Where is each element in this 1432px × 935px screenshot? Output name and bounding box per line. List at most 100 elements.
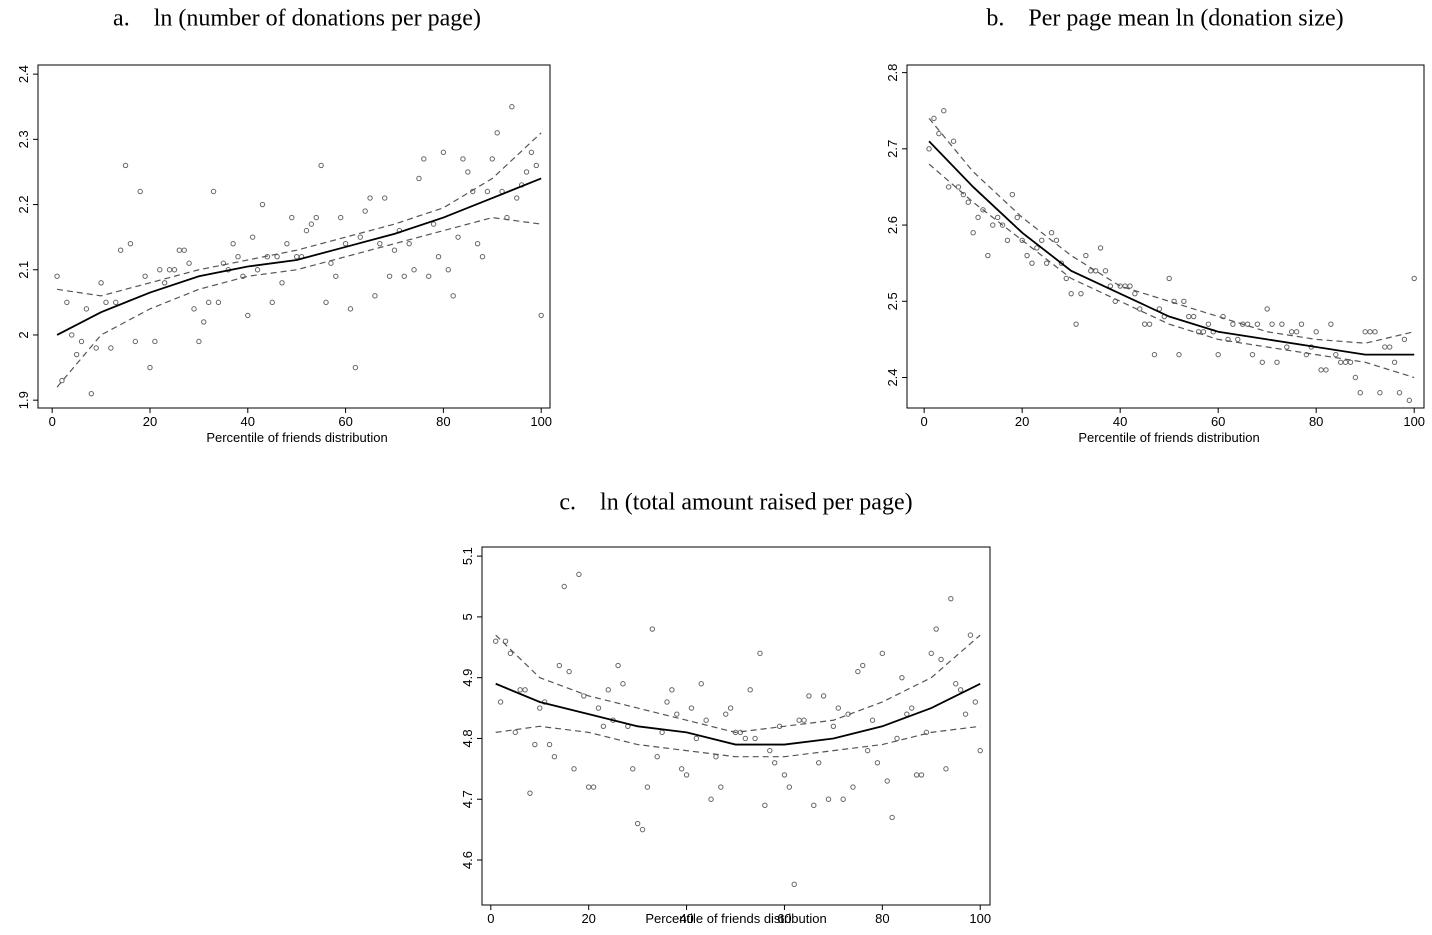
data-point xyxy=(382,195,388,201)
y-tick-label: 5.1 xyxy=(460,547,475,565)
data-point xyxy=(460,156,466,162)
data-point xyxy=(493,638,499,644)
data-point xyxy=(416,175,422,182)
data-point xyxy=(1088,268,1094,274)
data-point xyxy=(514,195,520,201)
data-point xyxy=(470,188,476,195)
data-point xyxy=(561,583,567,590)
data-point xyxy=(1333,351,1339,358)
data-point xyxy=(664,699,670,705)
data-point xyxy=(108,345,114,351)
data-point xyxy=(1362,329,1368,335)
data-point xyxy=(1166,275,1172,282)
data-point xyxy=(1122,283,1128,289)
data-point xyxy=(435,254,442,260)
data-point xyxy=(869,717,876,723)
data-point xyxy=(855,668,861,675)
data-point xyxy=(249,234,256,240)
data-point xyxy=(889,814,895,821)
data-point xyxy=(1337,359,1344,365)
data-point xyxy=(620,681,626,687)
data-point xyxy=(507,650,514,657)
data-point xyxy=(411,267,417,273)
data-point xyxy=(484,188,491,195)
data-point xyxy=(752,735,758,742)
data-point xyxy=(1048,229,1055,236)
data-point xyxy=(245,312,251,319)
data-point xyxy=(157,267,163,273)
data-point xyxy=(522,687,528,693)
data-point xyxy=(1288,329,1295,335)
data-point xyxy=(1377,390,1383,396)
x-tick-label: 40 xyxy=(1113,414,1127,429)
ci-line xyxy=(928,163,1415,379)
data-point xyxy=(205,299,212,306)
data-point xyxy=(1097,245,1104,251)
data-point xyxy=(318,162,324,169)
data-point xyxy=(191,306,197,312)
data-point xyxy=(1244,321,1251,327)
data-point xyxy=(1284,344,1290,350)
data-point xyxy=(762,802,768,809)
data-point xyxy=(279,280,285,286)
data-point xyxy=(659,729,665,736)
data-point xyxy=(421,156,427,162)
data-point xyxy=(894,735,900,742)
data-point xyxy=(630,766,636,772)
data-point xyxy=(757,650,763,657)
x-axis-label: Percentile of friends distribution xyxy=(1078,430,1259,445)
fit-line xyxy=(56,177,542,336)
data-point xyxy=(1396,390,1403,396)
data-point xyxy=(970,229,976,236)
fit-line xyxy=(495,682,981,746)
data-point xyxy=(1176,351,1182,358)
data-point xyxy=(1215,351,1221,358)
data-point xyxy=(83,306,90,312)
ci-line xyxy=(495,725,981,758)
data-point xyxy=(289,214,295,221)
x-tick-label: 20 xyxy=(581,911,595,926)
data-point xyxy=(972,699,979,705)
chart-title: c. ln (total amount raised per page) xyxy=(559,490,912,516)
y-tick-label: 2.3 xyxy=(16,130,31,148)
data-point xyxy=(990,222,996,228)
data-point xyxy=(196,338,202,345)
data-point xyxy=(811,802,817,809)
plot-frame xyxy=(906,64,1425,409)
data-point xyxy=(1004,237,1011,244)
data-point xyxy=(948,595,954,602)
data-point xyxy=(313,214,319,221)
plot-frame xyxy=(481,546,991,906)
data-point xyxy=(1274,359,1280,365)
data-point xyxy=(781,772,788,778)
data-point xyxy=(494,130,500,136)
data-point xyxy=(926,146,932,152)
data-point xyxy=(401,273,407,279)
data-point xyxy=(936,130,942,137)
data-point xyxy=(1259,359,1265,365)
data-point xyxy=(825,796,832,802)
data-point xyxy=(874,760,881,766)
data-point xyxy=(786,784,793,790)
data-point xyxy=(1269,321,1275,327)
data-point xyxy=(1092,268,1099,274)
data-point xyxy=(698,681,704,687)
x-tick-label: 20 xyxy=(143,414,157,429)
data-point xyxy=(708,796,714,802)
y-tick-label: 5 xyxy=(460,613,475,620)
data-point xyxy=(943,766,949,772)
data-point xyxy=(1058,260,1065,266)
y-tick-label: 2.5 xyxy=(885,292,900,310)
data-point xyxy=(161,280,168,286)
fit-line xyxy=(928,140,1415,356)
data-point xyxy=(362,208,368,214)
data-point xyxy=(1083,252,1089,259)
data-point xyxy=(1019,237,1025,244)
data-point xyxy=(713,753,719,760)
data-point xyxy=(1342,359,1349,365)
data-point xyxy=(615,662,621,669)
data-point xyxy=(1127,283,1133,289)
data-point xyxy=(1181,298,1187,304)
data-point xyxy=(957,687,964,693)
